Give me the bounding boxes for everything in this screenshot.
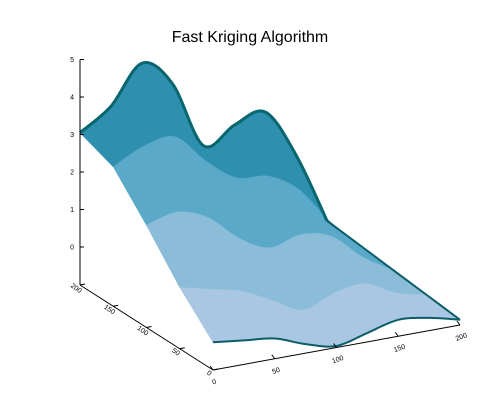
z-tick-label: 1 (70, 207, 74, 214)
x-tick-label: 0 (211, 379, 217, 387)
surface-right-edge (326, 219, 461, 321)
z-tick-label: 5 (70, 57, 74, 64)
z-tick-label: 3 (70, 132, 74, 139)
x-tick-mark (333, 343, 337, 348)
z-tick-label: 4 (70, 95, 74, 102)
y-tick-label: 0 (205, 370, 212, 378)
chart-title: Fast Kriging Algorithm (172, 29, 329, 46)
surface-front-edge (212, 316, 461, 348)
y-tick-mark (146, 326, 152, 328)
y-tick-mark (79, 283, 86, 286)
x-tick-label: 200 (455, 332, 468, 343)
surface-layer (79, 61, 462, 348)
y-tick-label: 50 (170, 347, 180, 357)
z-tick-label: 0 (70, 245, 74, 252)
x-tick-mark (271, 354, 276, 360)
z-tick-label: 2 (70, 170, 74, 177)
y-tick-mark (179, 347, 185, 350)
x-tick-mark (209, 365, 214, 371)
x-tick-mark (394, 331, 399, 337)
y-tick-mark (113, 304, 119, 307)
surface-back-ridge (79, 61, 329, 222)
x-tick-label: 50 (271, 367, 281, 376)
x-tick-label: 150 (393, 344, 406, 355)
x-tick-label: 100 (331, 355, 344, 366)
x-tick-mark (456, 320, 461, 326)
